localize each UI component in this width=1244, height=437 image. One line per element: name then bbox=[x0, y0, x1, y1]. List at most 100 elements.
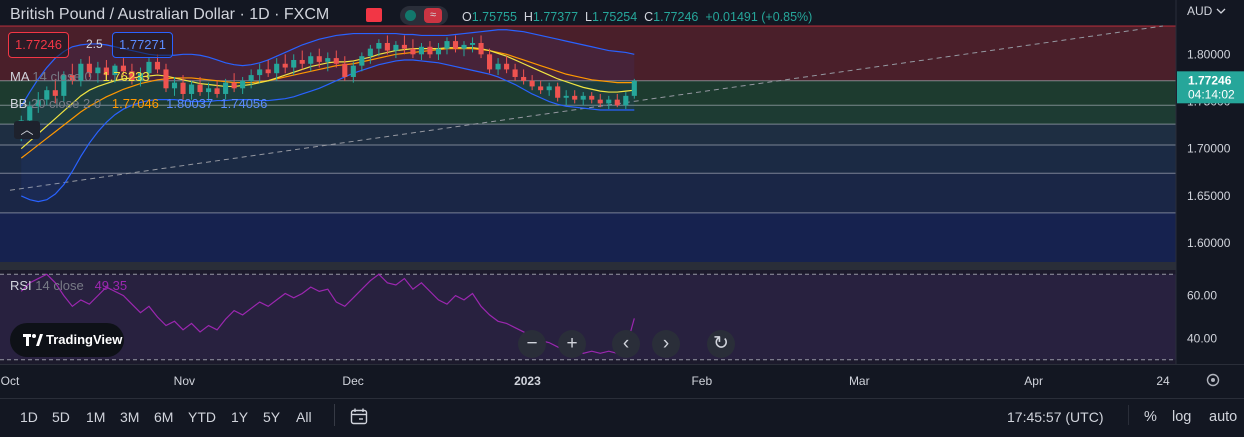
goto-date-icon[interactable] bbox=[350, 408, 370, 426]
log-scale-button[interactable]: log bbox=[1172, 409, 1192, 425]
candle-body[interactable] bbox=[410, 48, 416, 55]
settings-gear-icon[interactable] bbox=[1206, 373, 1220, 387]
range-button-5y[interactable]: 5Y bbox=[263, 409, 281, 425]
range-button-3m[interactable]: 3M bbox=[120, 409, 140, 425]
candle-body[interactable] bbox=[623, 95, 629, 106]
candle-body[interactable] bbox=[452, 41, 459, 49]
candle-body[interactable] bbox=[427, 46, 433, 55]
currency-label[interactable]: AUD bbox=[1187, 4, 1213, 18]
candle-body[interactable] bbox=[589, 95, 595, 100]
candle-body[interactable] bbox=[171, 82, 178, 89]
candle-body[interactable] bbox=[342, 63, 348, 77]
tradingview-logo[interactable]: TradingView bbox=[10, 323, 124, 357]
range-button-1y[interactable]: 1Y bbox=[231, 409, 249, 425]
candle-body[interactable] bbox=[580, 95, 586, 100]
candle-body[interactable] bbox=[223, 82, 229, 94]
candle-body[interactable] bbox=[538, 86, 544, 91]
candle-body[interactable] bbox=[78, 63, 84, 81]
candle-body[interactable] bbox=[359, 56, 365, 66]
candle-body[interactable] bbox=[504, 63, 510, 70]
candle-body[interactable] bbox=[197, 84, 203, 93]
candle-body[interactable] bbox=[44, 90, 50, 100]
candle-body[interactable] bbox=[572, 95, 578, 100]
scroll-right-button[interactable]: › bbox=[652, 330, 680, 358]
candle-body[interactable] bbox=[487, 54, 493, 70]
candle-body[interactable] bbox=[180, 82, 186, 94]
zoom-in-button[interactable]: + bbox=[558, 330, 586, 358]
symbol-title[interactable]: British Pound / Australian Dollar · 1D ·… bbox=[10, 6, 330, 23]
candle-body[interactable] bbox=[265, 69, 271, 74]
candle-body[interactable] bbox=[282, 63, 288, 68]
candle-body[interactable] bbox=[52, 90, 58, 96]
candle-body[interactable] bbox=[188, 84, 195, 94]
candle-body[interactable] bbox=[393, 44, 399, 51]
candle-body[interactable] bbox=[529, 80, 535, 87]
candle-body[interactable] bbox=[206, 88, 212, 93]
candle-body[interactable] bbox=[120, 65, 126, 72]
range-button-ytd[interactable]: YTD bbox=[188, 409, 216, 425]
candle-body[interactable] bbox=[69, 75, 75, 81]
range-button-all[interactable]: All bbox=[296, 409, 312, 425]
candle-body[interactable] bbox=[112, 65, 118, 76]
scroll-left-button[interactable]: ‹ bbox=[612, 330, 640, 358]
candle-body[interactable] bbox=[376, 42, 382, 49]
auto-scale-button[interactable]: auto bbox=[1209, 409, 1238, 425]
sell-button[interactable]: 1.77246 bbox=[8, 32, 69, 58]
candle-body[interactable] bbox=[95, 67, 101, 74]
range-button-6m[interactable]: 6M bbox=[154, 409, 174, 425]
range-button-1d[interactable]: 1D bbox=[20, 409, 38, 425]
candle-body[interactable] bbox=[597, 99, 603, 104]
zoom-out-button[interactable]: − bbox=[518, 330, 546, 358]
collapse-legend-button[interactable]: ︿ bbox=[14, 121, 40, 139]
range-button-1m[interactable]: 1M bbox=[86, 409, 106, 425]
candle-body[interactable] bbox=[61, 75, 67, 96]
candle-body[interactable] bbox=[291, 59, 297, 68]
candle-body[interactable] bbox=[316, 56, 322, 62]
candle-body[interactable] bbox=[435, 48, 442, 55]
candle-body[interactable] bbox=[231, 82, 237, 89]
candle-body[interactable] bbox=[240, 80, 246, 89]
candle-body[interactable] bbox=[384, 42, 390, 51]
candle-body[interactable] bbox=[512, 69, 518, 77]
candle-body[interactable] bbox=[103, 67, 109, 76]
range-button-5d[interactable]: 5D bbox=[52, 409, 70, 425]
market-status-toggle[interactable]: ≈ bbox=[400, 6, 448, 25]
candle-body[interactable] bbox=[257, 69, 263, 76]
candle-body[interactable] bbox=[546, 86, 552, 91]
candle-body[interactable] bbox=[308, 56, 314, 64]
candle-body[interactable] bbox=[418, 46, 424, 55]
candle-body[interactable] bbox=[86, 63, 92, 74]
candle-body[interactable] bbox=[563, 95, 569, 98]
candle-body[interactable] bbox=[469, 42, 476, 45]
candle-body[interactable] bbox=[146, 61, 152, 74]
candle-body[interactable] bbox=[614, 99, 620, 106]
buy-button[interactable]: 1.77271 bbox=[112, 32, 173, 58]
candle-body[interactable] bbox=[248, 75, 254, 81]
candle-body[interactable] bbox=[478, 42, 484, 55]
candle-body[interactable] bbox=[521, 76, 527, 81]
candle-body[interactable] bbox=[137, 73, 144, 81]
candle-body[interactable] bbox=[325, 58, 331, 62]
candle-body[interactable] bbox=[154, 61, 161, 70]
candle-body[interactable] bbox=[299, 59, 305, 64]
percent-scale-button[interactable]: % bbox=[1144, 409, 1157, 425]
bb-legend[interactable]: BB 20 close 2 0 1.77046 1.80037 1.74056 bbox=[10, 96, 267, 111]
ma-legend[interactable]: MA 14 close 0 1.76233 bbox=[10, 69, 150, 84]
candle-body[interactable] bbox=[35, 99, 41, 107]
candle-body[interactable] bbox=[214, 88, 220, 94]
candle-body[interactable] bbox=[367, 48, 373, 57]
candle-body[interactable] bbox=[129, 71, 135, 81]
candle-body[interactable] bbox=[163, 69, 169, 89]
candle-body[interactable] bbox=[27, 106, 33, 121]
candle-body[interactable] bbox=[401, 44, 407, 49]
utc-clock[interactable]: 17:45:57 (UTC) bbox=[1007, 409, 1104, 425]
candle-body[interactable] bbox=[555, 86, 561, 98]
candle-body[interactable] bbox=[461, 44, 467, 49]
candle-body[interactable] bbox=[274, 63, 280, 74]
candle-body[interactable] bbox=[444, 41, 450, 49]
candle-body[interactable] bbox=[333, 58, 339, 64]
candle-body[interactable] bbox=[350, 65, 356, 77]
rsi-legend[interactable]: RSI 14 close 49.35 bbox=[10, 278, 127, 293]
reset-chart-button[interactable]: ↻ bbox=[707, 330, 735, 358]
